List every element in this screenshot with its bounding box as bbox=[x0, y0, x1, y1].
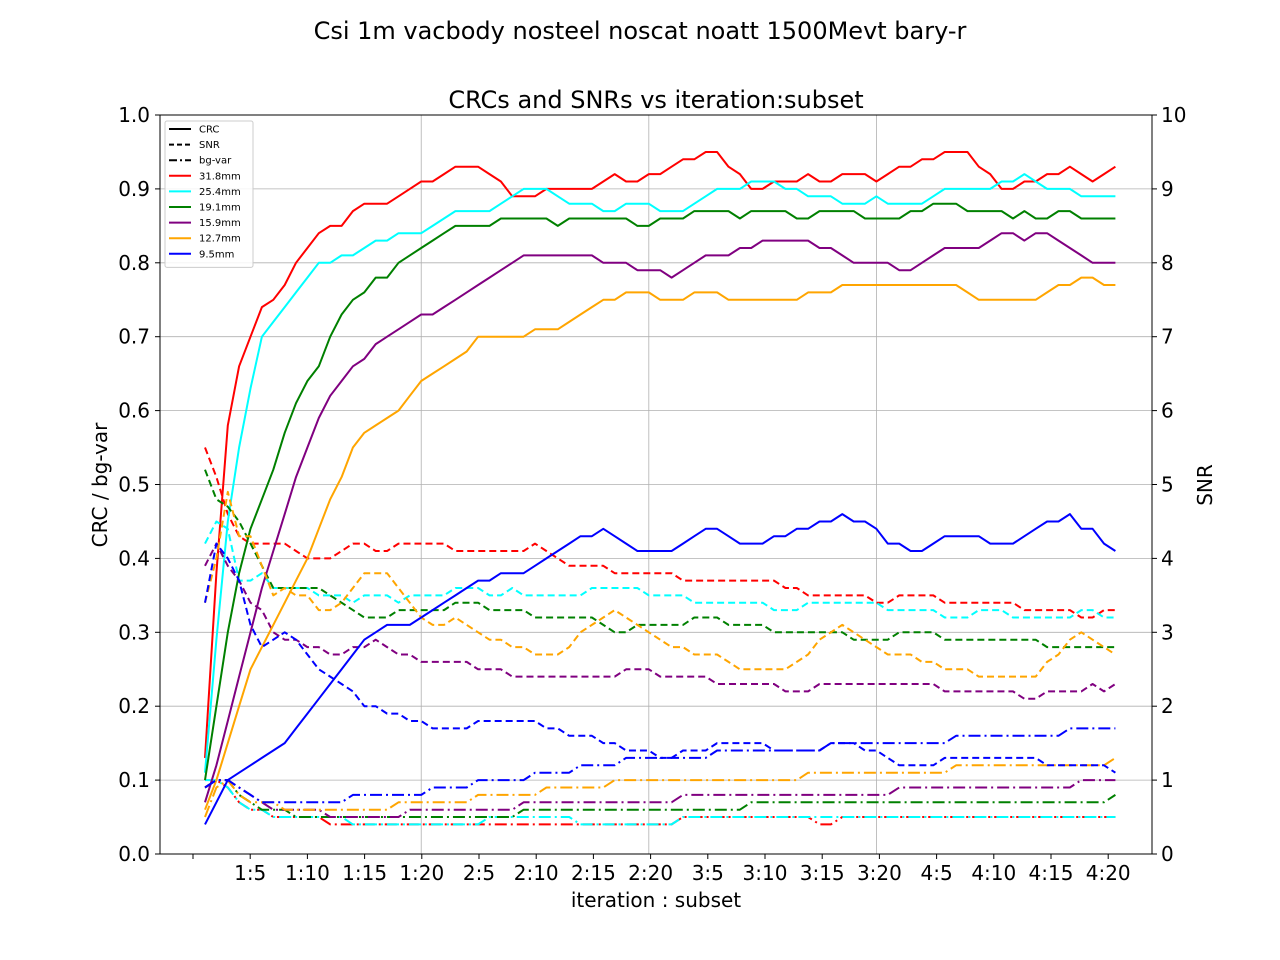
legend-box bbox=[164, 120, 254, 268]
y-left-tick-label: 0.0 bbox=[118, 842, 150, 866]
x-tick-label: 4:15 bbox=[1029, 861, 1074, 885]
y-axis-left-label: CRC / bg-var bbox=[88, 422, 112, 547]
x-tick-label: 4:20 bbox=[1086, 861, 1131, 885]
x-axis-label: iteration : subset bbox=[571, 888, 741, 912]
x-tick-label: 1:10 bbox=[285, 861, 330, 885]
legend: CRC SNR bg-var 31.8mm 25.4mm 19.1mm 15.9mm 12.7… bbox=[164, 120, 254, 268]
y-right-tick-label: 4 bbox=[1161, 546, 1174, 570]
axis-ticks: 0.0 0.1 0.2 0.3 0.4 0.5 0.6 0.7 0.8 0.9 1.0 0 1 2 3 4 5 6… bbox=[118, 103, 1186, 885]
series-line-crc-12.7mm bbox=[204, 276, 1116, 811]
x-tick-label: 2:5 bbox=[463, 861, 495, 885]
y-right-tick-label: 0 bbox=[1161, 842, 1174, 866]
y-right-tick-label: 5 bbox=[1161, 473, 1174, 497]
x-tick-label: 2:10 bbox=[514, 861, 559, 885]
chart-suptitle: Csi 1m vacbody nosteel noscat noatt 1500… bbox=[314, 17, 967, 45]
legend-label: SNR bbox=[199, 140, 220, 151]
series-line-crc-9.5mm bbox=[204, 513, 1116, 825]
series-line-bgvar-9.5mm bbox=[204, 727, 1116, 804]
y-right-tick-label: 9 bbox=[1161, 177, 1174, 201]
x-tick-label: 1:20 bbox=[399, 861, 444, 885]
series-line-bgvar-19.1mm bbox=[204, 779, 1116, 818]
series-line-bgvar-15.9mm bbox=[204, 779, 1116, 818]
x-tick-label: 4:5 bbox=[921, 861, 953, 885]
legend-label: 31.8mm bbox=[199, 171, 241, 182]
y-left-tick-label: 0.2 bbox=[118, 694, 150, 718]
series-line-snr-15.9mm bbox=[204, 542, 1116, 700]
series-line-crc-19.1mm bbox=[204, 202, 1116, 781]
series-line-crc-25.4mm bbox=[204, 173, 1116, 773]
legend-label: 12.7mm bbox=[199, 234, 241, 245]
series-line-snr-9.5mm bbox=[204, 542, 1116, 774]
legend-label: 19.1mm bbox=[199, 203, 241, 214]
x-tick-label: 3:20 bbox=[857, 861, 902, 885]
series-line-bgvar-12.7mm bbox=[204, 757, 1116, 818]
y-right-tick-label: 1 bbox=[1161, 768, 1174, 792]
y-right-tick-label: 7 bbox=[1161, 325, 1174, 349]
y-axis-right-label: SNR bbox=[1193, 464, 1217, 506]
y-right-tick-label: 8 bbox=[1161, 251, 1174, 275]
x-tick-label: 2:15 bbox=[571, 861, 616, 885]
y-left-tick-label: 0.8 bbox=[118, 251, 150, 275]
legend-label: 9.5mm bbox=[199, 249, 234, 260]
legend-label: bg-var bbox=[199, 156, 232, 167]
y-right-tick-label: 3 bbox=[1161, 620, 1174, 644]
x-tick-label: 2:20 bbox=[628, 861, 673, 885]
series-lines bbox=[204, 151, 1116, 826]
series-line-bgvar-25.4mm bbox=[205, 779, 1116, 826]
legend-label: CRC bbox=[199, 125, 219, 136]
y-left-tick-label: 0.5 bbox=[118, 473, 150, 497]
y-left-tick-label: 0.4 bbox=[118, 546, 150, 570]
x-tick-label: 3:5 bbox=[692, 861, 724, 885]
x-tick-label: 3:10 bbox=[743, 861, 788, 885]
chart-title: CRCs and SNRs vs iteration:subset bbox=[448, 86, 863, 114]
y-right-tick-label: 2 bbox=[1161, 694, 1174, 718]
series-line-crc-31.8mm bbox=[204, 151, 1116, 758]
series-line-snr-31.8mm bbox=[204, 447, 1116, 619]
x-tick-label: 1:5 bbox=[234, 861, 266, 885]
series-line-snr-25.4mm bbox=[204, 520, 1116, 619]
y-left-tick-label: 0.3 bbox=[118, 620, 150, 644]
y-left-tick-label: 0.7 bbox=[118, 325, 150, 349]
x-tick-label: 3:15 bbox=[800, 861, 845, 885]
y-left-tick-label: 1.0 bbox=[118, 103, 150, 127]
y-left-tick-label: 0.6 bbox=[118, 399, 150, 423]
x-tick-label: 1:15 bbox=[342, 861, 387, 885]
y-left-tick-label: 0.9 bbox=[118, 177, 150, 201]
series-line-bgvar-31.8mm bbox=[204, 779, 1116, 826]
legend-label: 25.4mm bbox=[199, 187, 241, 198]
y-left-tick-label: 0.1 bbox=[118, 768, 150, 792]
x-tick-label: 4:10 bbox=[971, 861, 1016, 885]
y-right-tick-label: 6 bbox=[1161, 399, 1174, 423]
y-right-tick-label: 10 bbox=[1161, 103, 1186, 127]
legend-label: 15.9mm bbox=[199, 218, 241, 229]
series-line-crc-15.9mm bbox=[204, 232, 1116, 803]
